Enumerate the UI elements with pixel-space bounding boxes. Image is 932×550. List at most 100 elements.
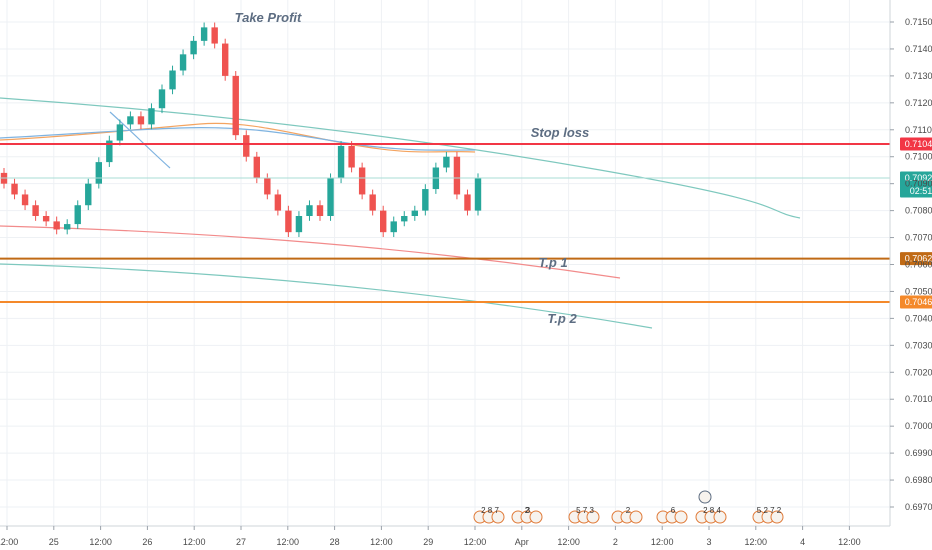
x-tick-label: 12:00 bbox=[370, 537, 393, 547]
event-flag-icon bbox=[586, 510, 600, 524]
economic-events-layer: 2 8 7 3 5 7 3 2 6 2 8 4 5 2 7 2 2 bbox=[473, 490, 784, 524]
ma-curve-lower bbox=[0, 263, 653, 329]
price-tag bbox=[900, 252, 932, 266]
candle-body bbox=[106, 140, 113, 163]
annotation-layer: Take Profit Stop loss T.p 1 T.p 2 bbox=[235, 10, 590, 326]
take-profit-label: Take Profit bbox=[235, 10, 302, 25]
x-tick-label: 27 bbox=[236, 537, 246, 547]
candle-body bbox=[306, 205, 313, 216]
candle-body bbox=[21, 194, 29, 206]
economic-event-group[interactable]: 3 bbox=[511, 506, 543, 524]
ma-curve-upper bbox=[0, 97, 801, 219]
event-flag-icon bbox=[713, 510, 727, 524]
candle-body bbox=[32, 205, 39, 216]
candle-body bbox=[169, 70, 176, 90]
candle-body bbox=[401, 216, 408, 222]
candle-body bbox=[348, 145, 355, 168]
x-tick-label: 4 bbox=[800, 537, 805, 547]
ma-curve-orange bbox=[0, 122, 476, 153]
economic-event-group[interactable]: 2 bbox=[611, 506, 643, 524]
candle-body bbox=[232, 75, 239, 136]
grid-layer bbox=[0, 0, 890, 526]
price-tag bbox=[900, 137, 932, 151]
x-tick-label: 12:00 bbox=[183, 537, 206, 547]
price-level-layer: 0.71047 0.70622 0.70461 0.70921 02:51 bbox=[0, 137, 932, 309]
economic-event-group[interactable]: 5 2 7 2 bbox=[752, 506, 784, 524]
candle-body bbox=[390, 221, 397, 233]
candle-layer bbox=[0, 22, 482, 238]
x-tick-label: 12:00 bbox=[0, 537, 18, 547]
economic-event-group[interactable]: 2 8 7 bbox=[473, 506, 505, 524]
candle-body bbox=[74, 205, 81, 225]
x-tick-label: 26 bbox=[142, 537, 152, 547]
event-flag-icon bbox=[491, 510, 505, 524]
candle-body bbox=[158, 89, 166, 109]
current-price-tag bbox=[900, 171, 932, 198]
event-count-label: 5 7 3 bbox=[576, 506, 594, 515]
candle-body bbox=[148, 108, 155, 125]
candle-body bbox=[337, 145, 345, 179]
candle-body bbox=[380, 210, 387, 233]
stop-loss-label: Stop loss bbox=[531, 125, 590, 140]
x-tick-label: 12:00 bbox=[651, 537, 674, 547]
economic-event-group[interactable]: 2 8 4 bbox=[695, 506, 727, 524]
candle-body bbox=[137, 116, 145, 125]
candle-body bbox=[85, 183, 92, 206]
ma-curve-blue bbox=[0, 127, 476, 151]
candle-body bbox=[11, 183, 18, 195]
x-tick-label: 12:00 bbox=[557, 537, 580, 547]
candle-body bbox=[95, 162, 102, 184]
countdown-label: 02:51 bbox=[910, 186, 932, 196]
candle-body bbox=[222, 43, 229, 76]
event-count-label: 5 2 7 2 bbox=[757, 506, 782, 515]
x-tick-label: 25 bbox=[49, 537, 59, 547]
event-count-label: 6 bbox=[671, 506, 676, 515]
candle-body bbox=[369, 194, 376, 211]
candle-body bbox=[358, 167, 366, 195]
candle-body bbox=[179, 54, 187, 71]
current-price-label: 0.70921 bbox=[905, 173, 932, 183]
x-tick-label: 28 bbox=[330, 537, 340, 547]
candle-body bbox=[211, 27, 218, 44]
event-flag-icon bbox=[674, 510, 688, 524]
candle-body bbox=[411, 210, 418, 216]
event-flag-icon bbox=[629, 510, 643, 524]
candle-body bbox=[295, 216, 303, 233]
x-tick-label: 12:00 bbox=[277, 537, 300, 547]
candle-body bbox=[200, 27, 208, 41]
tp2-label: T.p 2 bbox=[547, 311, 577, 326]
economic-event-group[interactable]: 5 7 3 bbox=[568, 506, 600, 524]
event-count-label: 2 8 7 bbox=[481, 506, 499, 515]
x-tick-label: 3 bbox=[706, 537, 711, 547]
price-tag-label: 0.70622 bbox=[905, 254, 932, 264]
x-tick-label: 2 bbox=[613, 537, 618, 547]
moving-average-layer bbox=[0, 97, 801, 329]
event-count-label: 2 bbox=[626, 506, 631, 515]
candle-body bbox=[127, 116, 134, 125]
candle-body bbox=[53, 221, 60, 230]
candle-body bbox=[243, 135, 250, 157]
price-tag-label: 0.71047 bbox=[905, 139, 932, 149]
candle-body bbox=[64, 224, 71, 230]
ma-curve-short bbox=[109, 111, 171, 169]
price-tag-label: 0.70461 bbox=[905, 297, 932, 307]
candle-body bbox=[464, 194, 471, 211]
event-count-label: 2 bbox=[525, 506, 530, 515]
candle-body bbox=[316, 205, 324, 216]
economic-event-group[interactable]: 6 bbox=[656, 506, 688, 524]
event-flag-icon bbox=[770, 510, 784, 524]
